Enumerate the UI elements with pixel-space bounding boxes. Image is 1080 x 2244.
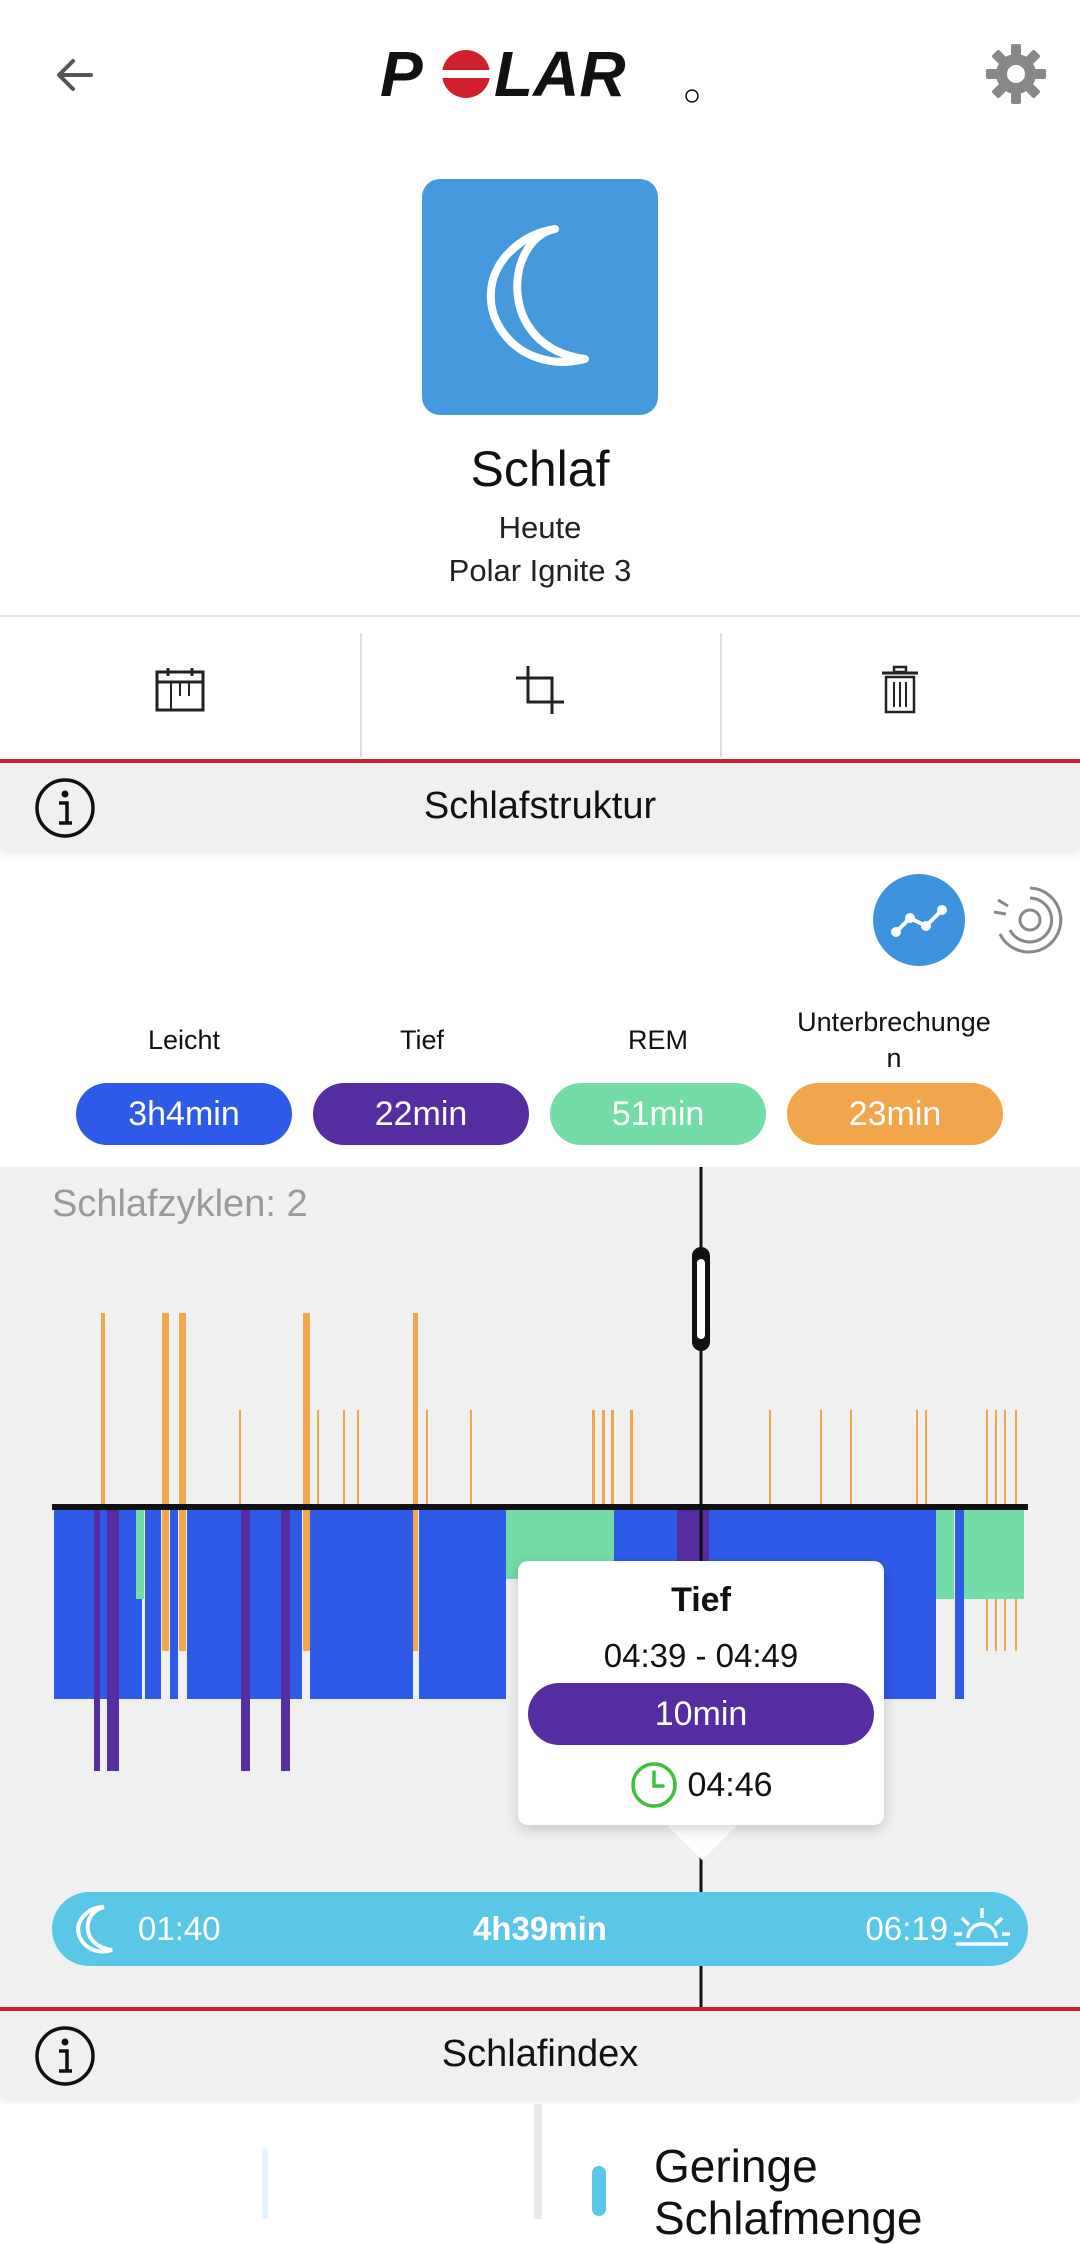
sleep-start-time: 01:40 [138, 1910, 221, 1947]
gear-icon [986, 44, 1046, 104]
legend-label-light: Leicht [147, 1025, 221, 1055]
svg-text:LAR: LAR [494, 38, 626, 108]
trash-icon [882, 665, 918, 714]
divider [360, 633, 362, 757]
tooltip-cursor-time: 04:46 [518, 1755, 884, 1815]
page-title: Schlaf [470, 441, 610, 497]
action-row [0, 615, 1080, 763]
clock-icon [631, 1762, 678, 1808]
sleep-index-content: Geringe Schlafmenge [0, 2104, 1080, 2244]
arrow-left-icon [57, 59, 93, 91]
date-label: Heute [498, 510, 582, 545]
crop-icon [516, 666, 564, 714]
tooltip-time: 04:46 [687, 1765, 773, 1804]
delete-button[interactable] [720, 617, 1080, 763]
sleep-amount-status: Geringe Schlafmenge [654, 2140, 923, 2244]
baseline [52, 1504, 1028, 1510]
svg-text:P: P [380, 38, 423, 108]
settings-button[interactable] [980, 38, 1052, 110]
cursor-handle-inner [697, 1259, 705, 1339]
sleep-index-info-button[interactable] [34, 2025, 96, 2087]
sleep-structure-info-button[interactable] [34, 777, 96, 839]
legend-value-rem: 51min [550, 1083, 766, 1145]
graph-view-toggle[interactable] [873, 874, 965, 966]
moon-icon [76, 1905, 113, 1954]
section-title: Schlafindex [441, 2033, 639, 2075]
back-button[interactable] [40, 40, 110, 110]
info-icon [35, 2026, 95, 2086]
radial-view-toggle[interactable] [990, 882, 1066, 958]
legend-label-deep: Tief [399, 1025, 444, 1055]
calendar-button[interactable] [0, 617, 360, 763]
status-marker [592, 2166, 606, 2216]
sleep-index-header: Schlafindex [0, 2007, 1080, 2099]
divider [720, 633, 722, 757]
radial-icon [993, 886, 1063, 954]
tooltip-duration: 10min [528, 1683, 874, 1745]
legend-value-interruptions: 23min [787, 1083, 1003, 1145]
line-graph-icon [891, 905, 947, 937]
calendar-icon [155, 668, 205, 712]
tooltip-title: Tief [671, 1581, 731, 1619]
sleep-timeline-bar: 01:40 4h39min 06:19 [52, 1892, 1028, 1966]
moon-icon [486, 225, 589, 366]
legend-label-rem: REM [628, 1025, 688, 1055]
sleep-end-time: 06:19 [865, 1910, 948, 1947]
tooltip-time-range: 04:39 - 04:49 [603, 1637, 799, 1674]
sleep-duration: 4h39min [473, 1910, 607, 1947]
info-icon [35, 778, 95, 838]
sleep-structure-header: Schlafstruktur [0, 759, 1080, 851]
tooltip-pointer [664, 1822, 740, 1860]
crop-button[interactable] [360, 617, 720, 763]
stage-tooltip: Tief 04:39 - 04:49 10min 04:46 [518, 1561, 884, 1825]
device-label: Polar Ignite 3 [448, 553, 632, 588]
legend-value-light: 3h4min [76, 1083, 292, 1145]
section-title: Schlafstruktur [423, 785, 657, 827]
legend-value-deep: 22min [313, 1083, 529, 1145]
sleep-tile [422, 179, 658, 415]
legend-label-interruptions: Unterbrechunge n [797, 1007, 991, 1073]
sleep-cycles-label: Schlafzyklen: 2 [52, 1183, 308, 1225]
polar-logo: P LAR [380, 38, 700, 110]
index-gauge [262, 2148, 268, 2219]
sunrise-icon [954, 1908, 1010, 1946]
column-divider [534, 2104, 542, 2219]
logo-mark: P LAR [380, 38, 699, 110]
